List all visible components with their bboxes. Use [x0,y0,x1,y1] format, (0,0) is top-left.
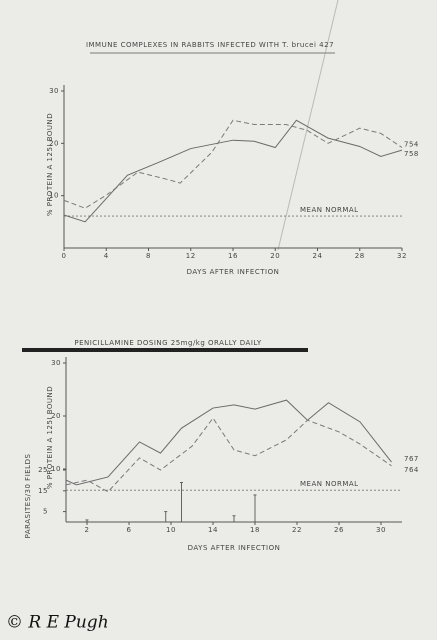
y2-tick-label: 15 [38,487,48,495]
x-tick-label: 16 [228,252,238,260]
series-label: 767 [404,455,419,463]
reference-label: MEAN NORMAL [300,480,359,488]
x-tick-label: 12 [186,252,196,260]
y-tick-label: 20 [51,412,61,420]
x-axis-label: DAYS AFTER INFECTION [187,268,280,276]
x-axis-label: DAYS AFTER INFECTION [188,544,281,552]
line-solid [63,119,403,223]
scratch [277,0,339,251]
credit: © R E Pugh [6,613,109,633]
title-bar [22,348,308,352]
series-label: 758 [404,150,419,158]
y-tick-label: 10 [51,465,61,473]
series-label: 764 [404,466,419,474]
x-tick-label: 2 [85,526,90,534]
y2-tick-label: 25 [38,466,48,474]
x-tick-label: 6 [127,526,132,534]
chart-title: IMMUNE COMPLEXES IN RABBITS INFECTED WIT… [86,41,334,49]
reference-label: MEAN NORMAL [300,206,359,214]
chart-title: PENICILLAMINE DOSING 25mg/kg ORALLY DAIL… [74,339,262,347]
y-tick-label: 30 [49,87,59,95]
x-tick-label: 10 [166,526,176,534]
y-axis-label: % PROTEIN A 125I BOUND [46,113,54,216]
x-tick-label: 28 [355,252,365,260]
x-tick-label: 22 [292,526,302,534]
x-tick-label: 32 [397,252,407,260]
x-tick-label: 14 [208,526,218,534]
x-tick-label: 8 [146,252,151,260]
x-tick-label: 20 [270,252,280,260]
x-tick-label: 26 [334,526,344,534]
y-tick-label: 10 [49,192,59,200]
y-tick-label: 20 [49,139,59,147]
x-tick-label: 4 [104,252,109,260]
x-tick-label: 30 [376,526,386,534]
line-solid [65,399,392,486]
series-label: 754 [404,141,419,149]
x-tick-label: 24 [313,252,323,260]
line-dashed [65,417,392,493]
y2-axis-label: PARASITES/30 FIELDS [24,454,32,539]
y-axis-label: % PROTEIN A 125I BOUND [46,386,54,489]
x-tick-label: 0 [62,252,67,260]
x-tick-label: 18 [250,526,260,534]
y2-tick-label: 5 [43,508,48,516]
y-tick-label: 30 [51,359,61,367]
